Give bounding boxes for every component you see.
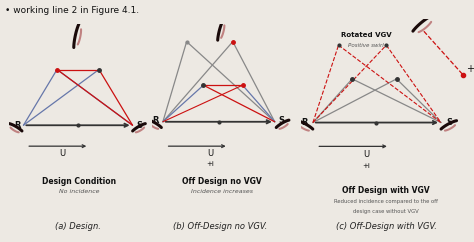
Text: Rotated VGV: Rotated VGV [340,32,391,38]
Text: (b) Off-Design no VGV.: (b) Off-Design no VGV. [173,222,267,231]
Text: S: S [137,121,143,130]
Text: Reduced incidence compared to the off: Reduced incidence compared to the off [334,199,438,204]
Text: Off Design no VGV: Off Design no VGV [182,176,262,186]
Text: R: R [15,121,21,130]
Text: Off Design with VGV: Off Design with VGV [343,186,430,195]
Text: design case without VGV: design case without VGV [354,209,419,214]
Text: U: U [60,149,66,158]
Text: • working line 2 in Figure 4.1.: • working line 2 in Figure 4.1. [5,6,139,15]
Text: +i: +i [207,161,214,166]
Text: Design Condition: Design Condition [42,176,117,186]
Text: +: + [466,64,474,74]
Text: (a) Design.: (a) Design. [55,222,101,231]
Text: Incidence increases: Incidence increases [191,189,253,194]
Text: No incidence: No incidence [59,189,100,194]
Text: U: U [207,149,213,158]
Text: (c) Off-Design with VGV.: (c) Off-Design with VGV. [336,222,437,231]
Text: Positive swirl: Positive swirl [348,43,384,48]
Text: +i: +i [362,163,370,169]
Text: S: S [279,115,285,125]
Text: R: R [153,115,159,125]
Text: S: S [447,118,453,127]
Text: U: U [363,150,369,159]
Text: R: R [301,118,308,127]
